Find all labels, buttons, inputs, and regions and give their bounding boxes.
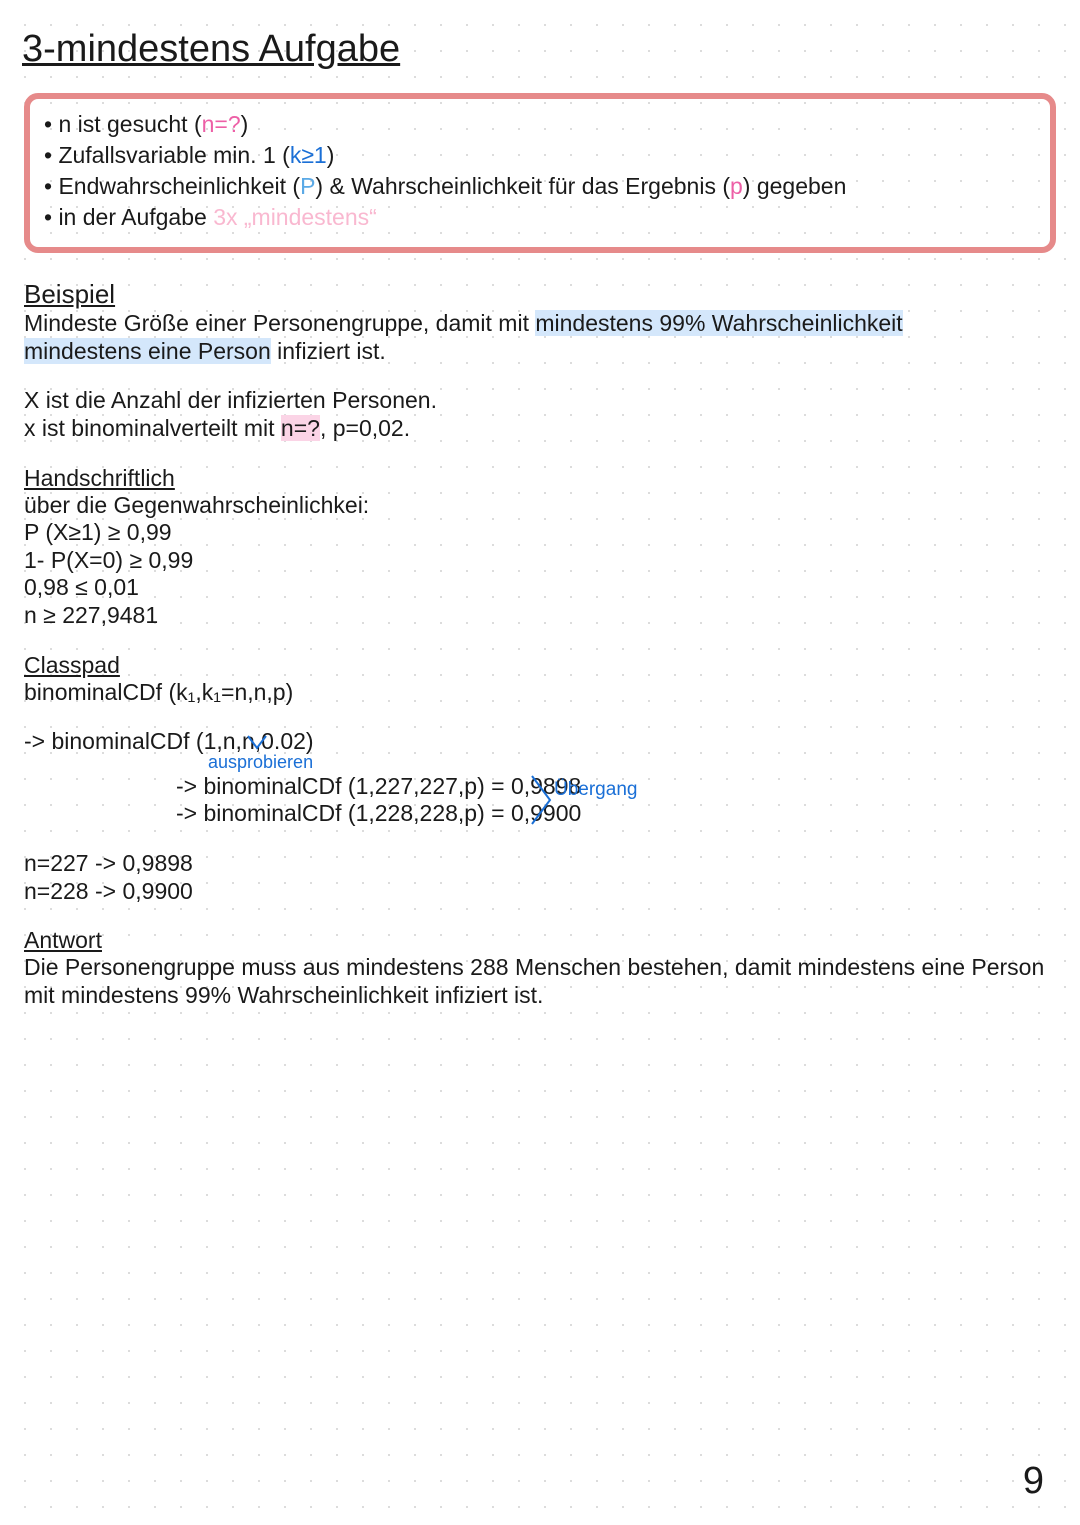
annotation-ausprobieren: ausprobieren	[208, 752, 1056, 773]
bullet-2-post: )	[327, 142, 335, 168]
result-r2: n=228 -> 0,9900	[24, 878, 1056, 906]
classpad-l1: binominalCDf (k₁,k₁=n,n,p)	[24, 679, 1056, 707]
x-line1: X ist die Anzahl der infizierten Persone…	[24, 387, 1056, 415]
bullet-2-blue: k≥1	[290, 142, 327, 168]
beispiel-line2: mindestens eine Person infiziert ist.	[24, 338, 1056, 366]
x-line2-b: , p=0,02.	[320, 415, 410, 441]
bullet-3-lightblue: P	[300, 173, 315, 199]
section-beispiel: Beispiel	[24, 279, 1056, 310]
page-title: 3-mindestens Aufgabe	[22, 28, 1056, 71]
x-line2-hl: n=?	[281, 415, 320, 441]
angle-bracket-icon	[530, 772, 554, 833]
section-handschriftlich: Handschriftlich	[24, 465, 1056, 492]
bullet-3: • Endwahrscheinlichkeit (P) & Wahrschein…	[44, 171, 1036, 202]
hand-l1: über die Gegenwahrscheinlichkei:	[24, 492, 1056, 520]
bullet-3-pink: p	[730, 173, 743, 199]
antwort-text: Die Personengruppe muss aus mindestens 2…	[24, 954, 1056, 1009]
hand-l5: n ≥ 227,9481	[24, 602, 1056, 630]
beispiel-line2-hl: mindestens eine Person	[24, 338, 271, 364]
bullet-4-pre: • in der Aufgabe	[44, 204, 213, 230]
beispiel-line1-hl: mindestens 99% Wahrscheinlichkeit	[535, 310, 902, 336]
classpad-l4: -> binominalCDf (1,228,228,p) = 0,9900	[176, 800, 581, 828]
bullet-2-pre: • Zufallsvariable min. 1 (	[44, 142, 290, 168]
beispiel-line1-a: Mindeste Größe einer Personengruppe, dam…	[24, 310, 535, 336]
hand-l4: 0,98 ≤ 0,01	[24, 574, 1056, 602]
result-r1: n=227 -> 0,9898	[24, 850, 1056, 878]
arrow-down-icon	[246, 734, 268, 752]
bullet-3-mid: ) & Wahrscheinlichkeit für das Ergebnis …	[315, 173, 730, 199]
section-classpad: Classpad	[24, 652, 1056, 679]
page-number: 9	[1023, 1460, 1044, 1503]
hand-l2: P (X≥1) ≥ 0,99	[24, 519, 1056, 547]
bullet-4-faint: 3x „mindestens“	[213, 204, 377, 230]
bullet-3-post: ) gegeben	[743, 173, 847, 199]
bullet-4: • in der Aufgabe 3x „mindestens“	[44, 202, 1036, 233]
section-antwort: Antwort	[24, 927, 1056, 954]
ausprobieren-label: ausprobieren	[208, 752, 313, 772]
bullet-1-pink: n=?	[202, 111, 241, 137]
bullet-1-pre: • n ist gesucht (	[44, 111, 202, 137]
x-line2-a: x ist binominalverteilt mit	[24, 415, 281, 441]
annotation-uebergang: Übergang	[554, 779, 637, 801]
bullet-3-pre: • Endwahrscheinlichkeit (	[44, 173, 300, 199]
beispiel-line1: Mindeste Größe einer Personengruppe, dam…	[24, 310, 1056, 338]
bullet-2: • Zufallsvariable min. 1 (k≥1)	[44, 140, 1036, 171]
bullet-1-post: )	[241, 111, 249, 137]
beispiel-line2-b: infiziert ist.	[271, 338, 386, 364]
summary-box: • n ist gesucht (n=?) • Zufallsvariable …	[24, 93, 1056, 253]
hand-l3: 1- P(X=0) ≥ 0,99	[24, 547, 1056, 575]
classpad-l3: -> binominalCDf (1,227,227,p) = 0,9898	[176, 773, 581, 801]
x-line2: x ist binominalverteilt mit n=?, p=0,02.	[24, 415, 1056, 443]
bullet-1: • n ist gesucht (n=?)	[44, 109, 1036, 140]
